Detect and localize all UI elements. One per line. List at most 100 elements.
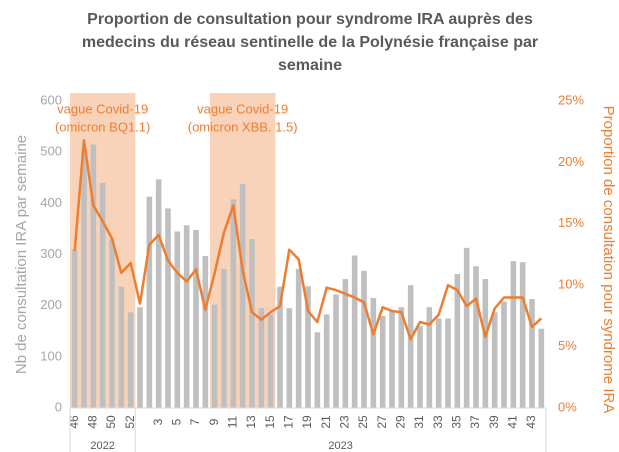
x-tick-label: 7 bbox=[188, 418, 202, 425]
chart-title: Proportion de consultation pour syndrome… bbox=[87, 11, 533, 28]
x-tick-label: 39 bbox=[487, 415, 501, 429]
bar bbox=[510, 261, 517, 408]
x-tick-label: 25 bbox=[356, 415, 370, 429]
x-tick-label: 50 bbox=[104, 415, 118, 429]
x-tick-label: 35 bbox=[450, 415, 464, 429]
bar bbox=[118, 286, 125, 408]
x-tick-label: 23 bbox=[338, 415, 352, 429]
x-tick-label: 17 bbox=[282, 415, 296, 429]
bar bbox=[426, 307, 433, 408]
bar bbox=[519, 262, 526, 408]
bar bbox=[361, 270, 367, 408]
y-tick-label: 100 bbox=[40, 348, 62, 363]
annotation: vague Covid-19 bbox=[57, 101, 148, 116]
x-tick-label: 52 bbox=[123, 415, 137, 429]
bar bbox=[351, 255, 358, 408]
y-tick-label: 500 bbox=[40, 144, 62, 159]
y-tick-label: 0 bbox=[55, 399, 62, 414]
x-tick-label: 13 bbox=[244, 415, 258, 429]
x-tick-label: 19 bbox=[300, 415, 314, 429]
x-tick-label: 11 bbox=[226, 415, 240, 428]
bar bbox=[323, 314, 330, 408]
bar bbox=[230, 199, 237, 408]
bar bbox=[491, 312, 498, 408]
bar bbox=[529, 299, 535, 408]
bar bbox=[463, 247, 470, 408]
bar bbox=[295, 268, 302, 408]
bar bbox=[398, 307, 405, 408]
y2-tick-label: 25% bbox=[558, 92, 584, 107]
x-tick-label: 41 bbox=[506, 415, 520, 429]
annotation: vague Covid-19 bbox=[197, 101, 288, 116]
bar bbox=[277, 286, 283, 408]
annotation: (omicron XBB. 1.5) bbox=[188, 119, 298, 134]
bar bbox=[379, 315, 386, 408]
x-tick-label: 33 bbox=[431, 415, 445, 429]
x-tick-label: 21 bbox=[319, 415, 333, 429]
bar bbox=[314, 332, 321, 408]
bar bbox=[482, 279, 489, 408]
y2-tick-label: 10% bbox=[558, 277, 584, 292]
y-tick-label: 200 bbox=[40, 297, 62, 312]
bar bbox=[417, 326, 423, 408]
x-group-label: 2022 bbox=[90, 440, 114, 452]
bar bbox=[286, 308, 293, 408]
bar bbox=[146, 196, 153, 408]
x-tick-label: 29 bbox=[394, 415, 408, 429]
line bbox=[73, 139, 543, 341]
bar bbox=[445, 318, 451, 408]
bar bbox=[305, 286, 311, 408]
bar bbox=[221, 268, 227, 408]
y2-axis-title: Proportion de consultation pour syndrome… bbox=[600, 106, 617, 414]
bar bbox=[342, 279, 349, 408]
bar bbox=[202, 256, 209, 408]
bar bbox=[435, 318, 442, 408]
bar bbox=[389, 310, 395, 408]
y2-tick-label: 0% bbox=[558, 399, 577, 414]
bar bbox=[137, 307, 143, 408]
y-axis-title: Nb de consultation IRA par semaine bbox=[13, 135, 30, 374]
x-group-label: 2023 bbox=[328, 440, 352, 452]
bar bbox=[333, 294, 339, 408]
bar bbox=[407, 285, 414, 408]
bar bbox=[174, 231, 181, 408]
bar bbox=[211, 304, 218, 408]
bar bbox=[473, 266, 479, 408]
chart-title: semaine bbox=[278, 57, 342, 74]
x-tick-label: 5 bbox=[170, 418, 184, 425]
chart-title: medecins du réseau sentinelle de la Poly… bbox=[82, 34, 538, 51]
x-tick-label: 48 bbox=[86, 415, 100, 429]
y-tick-label: 300 bbox=[40, 246, 62, 261]
y2-tick-label: 20% bbox=[558, 154, 584, 169]
bar bbox=[165, 208, 171, 408]
x-tick-label: 46 bbox=[67, 415, 81, 429]
bar bbox=[99, 182, 106, 408]
bar bbox=[454, 273, 461, 408]
bar bbox=[81, 152, 87, 408]
bar bbox=[538, 328, 545, 408]
annotation: (omicron BQ1.1) bbox=[55, 119, 150, 134]
bar bbox=[71, 249, 78, 408]
bar bbox=[258, 308, 265, 408]
x-tick-label: 15 bbox=[263, 415, 277, 429]
x-tick-label: 37 bbox=[468, 415, 482, 429]
x-tick-label: 27 bbox=[375, 415, 389, 429]
bar bbox=[90, 144, 97, 408]
x-tick-label: 31 bbox=[412, 415, 426, 429]
y-tick-label: 400 bbox=[40, 195, 62, 210]
bar bbox=[183, 225, 190, 408]
x-tick-label: 3 bbox=[151, 418, 165, 425]
y2-tick-label: 5% bbox=[558, 338, 577, 353]
bar bbox=[249, 239, 255, 408]
x-tick-label: 9 bbox=[207, 418, 221, 425]
bar bbox=[239, 183, 246, 408]
y-tick-label: 600 bbox=[40, 92, 62, 107]
bar bbox=[109, 239, 115, 408]
bar bbox=[155, 179, 162, 408]
bar bbox=[501, 301, 507, 408]
bar bbox=[127, 312, 134, 408]
y2-tick-label: 15% bbox=[558, 215, 584, 230]
bar bbox=[193, 229, 199, 408]
bar bbox=[370, 297, 377, 408]
